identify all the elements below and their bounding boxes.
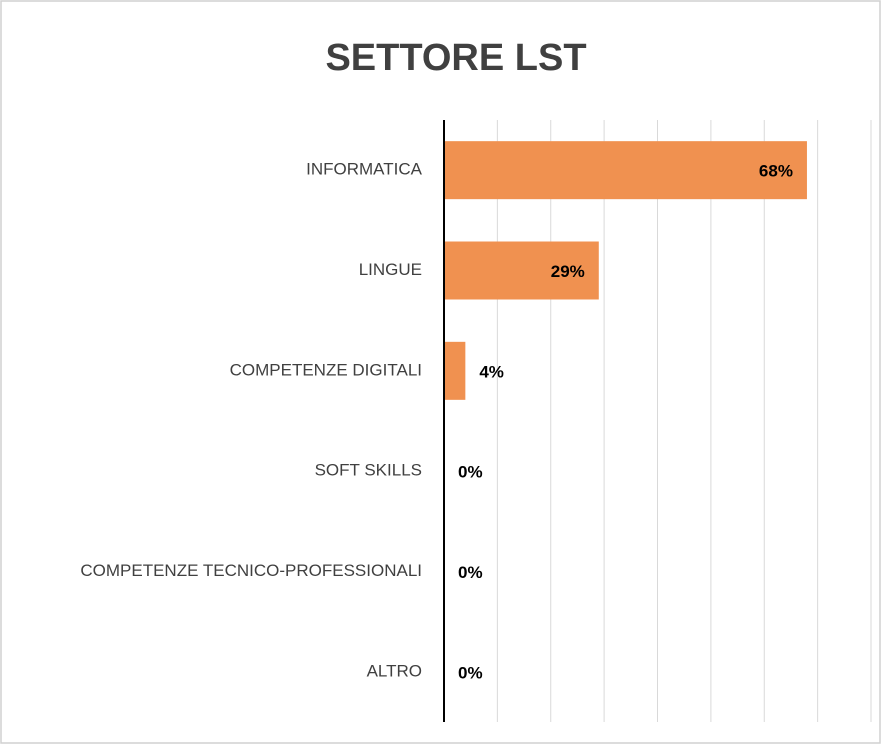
bar bbox=[444, 241, 599, 300]
y-tick-label: ALTRO bbox=[367, 661, 422, 680]
y-tick-label: INFORMATICA bbox=[306, 160, 423, 179]
bar bbox=[444, 341, 466, 400]
data-label: 29% bbox=[551, 262, 585, 281]
y-tick-label: COMPETENZE DIGITALI bbox=[230, 360, 422, 379]
data-label: 68% bbox=[759, 162, 793, 181]
bar bbox=[444, 141, 807, 200]
data-label: 0% bbox=[458, 463, 483, 482]
data-label: 0% bbox=[458, 663, 483, 682]
y-tick-label: LINGUE bbox=[359, 260, 422, 279]
data-label: 0% bbox=[458, 563, 483, 582]
y-tick-label: SOFT SKILLS bbox=[315, 461, 422, 480]
chart-title: SETTORE LST bbox=[325, 37, 586, 79]
data-label: 4% bbox=[479, 362, 504, 381]
y-tick-label: COMPETENZE TECNICO-PROFESSIONALI bbox=[80, 561, 422, 580]
